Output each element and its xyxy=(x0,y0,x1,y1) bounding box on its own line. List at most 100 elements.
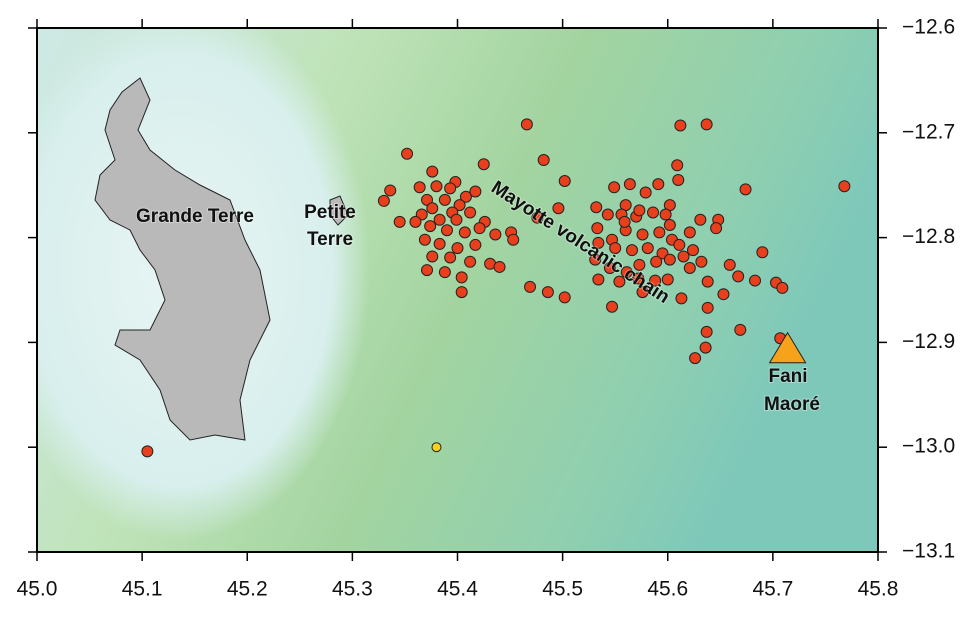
earthquake xyxy=(524,280,537,293)
y-tick-label: −12.9 xyxy=(902,330,955,353)
petite-terre-island xyxy=(329,195,349,226)
earthquake xyxy=(672,173,685,186)
earthquake xyxy=(601,208,614,221)
x-tick-label: 45.4 xyxy=(437,578,478,601)
earthquake xyxy=(663,253,676,266)
earthquake xyxy=(683,226,696,239)
x-tick-label: 45.0 xyxy=(17,578,58,601)
earthquake xyxy=(776,281,789,294)
earthquake xyxy=(413,181,426,194)
earthquake xyxy=(689,352,702,365)
earthquake xyxy=(701,301,714,314)
earthquake xyxy=(393,215,406,228)
x-tick-label: 45.5 xyxy=(542,578,583,601)
earthquake xyxy=(507,233,520,246)
earthquake xyxy=(409,215,422,228)
earthquake xyxy=(464,206,477,219)
earthquake xyxy=(608,181,621,194)
earthquake xyxy=(632,272,645,285)
y-tick-label: −13.0 xyxy=(902,435,955,458)
earthquake xyxy=(626,244,639,257)
earthquake xyxy=(493,260,506,273)
marks xyxy=(141,118,851,458)
earthquake xyxy=(426,250,439,263)
earthquake xyxy=(623,178,636,191)
earthquake xyxy=(464,255,477,268)
earthquake xyxy=(520,118,533,131)
earthquake xyxy=(659,208,672,221)
earthquake xyxy=(613,275,626,288)
earthquake xyxy=(459,190,472,203)
earthquake xyxy=(590,201,603,214)
basemap xyxy=(37,28,878,552)
earthquake xyxy=(675,292,688,305)
y-tick-label: −12.7 xyxy=(902,120,955,143)
x-tick-label: 45.7 xyxy=(752,578,793,601)
earthquake xyxy=(426,202,439,215)
earthquake xyxy=(384,184,397,197)
earthquake xyxy=(444,182,457,195)
earthquake xyxy=(477,158,490,171)
earthquake xyxy=(756,246,769,259)
annotation: Grande Terre xyxy=(136,206,254,227)
earthquake xyxy=(674,119,687,132)
x-tick-label: 45.1 xyxy=(122,578,163,601)
earthquake xyxy=(633,204,646,217)
annotation: Maoré xyxy=(764,394,820,415)
earthquake xyxy=(433,213,446,226)
annotation: Terre xyxy=(307,229,353,250)
earthquake xyxy=(558,291,571,304)
earthquake xyxy=(377,194,390,207)
earthquake xyxy=(401,147,414,160)
earthquake xyxy=(641,242,654,255)
earthquake xyxy=(700,325,713,338)
earthquake xyxy=(686,244,699,257)
earthquake xyxy=(639,186,652,199)
earthquake xyxy=(717,288,730,301)
earthquake xyxy=(438,266,451,279)
earthquake xyxy=(591,222,604,235)
earthquake xyxy=(537,154,550,167)
earthquake xyxy=(695,255,708,268)
earthquake xyxy=(609,242,622,255)
y-tick-label: −12.8 xyxy=(902,225,955,248)
earthquake xyxy=(440,224,453,237)
earthquake xyxy=(455,271,468,284)
earthquake xyxy=(732,270,745,283)
y-tick-label: −13.1 xyxy=(902,540,955,563)
earthquake xyxy=(469,238,482,251)
x-tick-label: 45.6 xyxy=(647,578,688,601)
earthquake xyxy=(606,300,619,313)
earthquake xyxy=(455,286,468,299)
earthquake xyxy=(418,233,431,246)
earthquake xyxy=(589,253,602,266)
annotation: Petite xyxy=(304,202,356,223)
earthquake xyxy=(469,185,482,198)
earthquake xyxy=(451,242,464,255)
earthquake xyxy=(838,180,851,193)
x-tick-label: 45.3 xyxy=(332,578,373,601)
earthquake xyxy=(421,264,434,277)
earthquake xyxy=(426,165,439,178)
earthquake xyxy=(653,226,666,239)
earthquake xyxy=(749,274,762,287)
x-tick-label: 45.8 xyxy=(858,578,899,601)
earthquake xyxy=(710,222,723,235)
earthquake xyxy=(671,159,684,172)
earthquake xyxy=(694,213,707,226)
earthquake xyxy=(663,219,676,232)
x-tick-label: 45.2 xyxy=(227,578,268,601)
earthquake xyxy=(433,237,446,250)
earthquake xyxy=(734,323,747,336)
earthquake xyxy=(531,211,544,224)
earthquake xyxy=(620,266,633,279)
earthquake xyxy=(453,199,466,212)
earthquake xyxy=(552,202,565,215)
earthquake xyxy=(424,220,437,233)
earthquake xyxy=(592,236,605,249)
earthquake xyxy=(541,286,554,299)
earthquake xyxy=(458,226,471,239)
earthquake xyxy=(558,175,571,188)
earthquake xyxy=(633,258,646,271)
